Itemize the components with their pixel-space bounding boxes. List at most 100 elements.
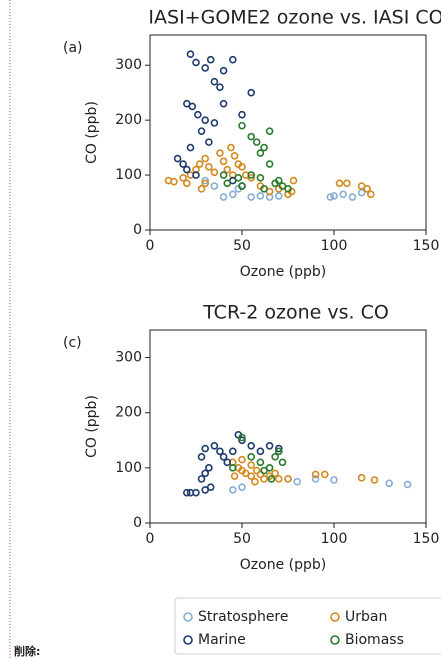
y-tick-label: 300 xyxy=(115,350,142,366)
point xyxy=(267,475,276,483)
legend-label: Stratosphere xyxy=(198,609,289,625)
x-tick-label: 50 xyxy=(233,238,251,254)
point xyxy=(385,479,394,488)
point xyxy=(186,143,195,152)
x-tick-label: 0 xyxy=(146,238,155,254)
x-tick-label: 0 xyxy=(146,531,155,547)
point xyxy=(252,138,261,146)
point xyxy=(311,475,320,483)
point xyxy=(219,99,228,108)
point xyxy=(330,192,338,200)
point xyxy=(229,464,237,472)
x-tick-label: 100 xyxy=(321,531,348,547)
point xyxy=(197,475,206,483)
point xyxy=(335,179,344,188)
point xyxy=(238,433,246,442)
point xyxy=(219,171,228,179)
point xyxy=(194,110,202,119)
point xyxy=(403,480,412,489)
legend-marker xyxy=(330,635,340,645)
point xyxy=(192,171,200,179)
point xyxy=(357,473,366,482)
point xyxy=(238,436,246,445)
point xyxy=(210,441,219,450)
point xyxy=(238,163,246,171)
x-axis-label: Ozone (ppb) xyxy=(240,264,326,280)
point xyxy=(192,58,200,67)
point xyxy=(230,472,239,480)
point xyxy=(265,160,274,168)
x-tick-label: 150 xyxy=(413,238,440,254)
point xyxy=(219,66,228,75)
point xyxy=(251,477,259,486)
point xyxy=(293,477,302,486)
point xyxy=(247,132,255,141)
panel-label: (a) xyxy=(63,40,83,56)
point xyxy=(183,179,191,188)
y-tick-label: 200 xyxy=(115,405,142,421)
point xyxy=(216,83,224,91)
point xyxy=(265,127,274,135)
x-tick-label: 150 xyxy=(413,531,440,547)
point xyxy=(210,182,219,190)
y-tick-label: 0 xyxy=(133,222,142,238)
point xyxy=(205,163,213,171)
x-axis-label: Ozone (ppb) xyxy=(240,557,326,573)
point xyxy=(223,179,232,188)
point xyxy=(201,176,209,185)
legend-box xyxy=(174,597,441,655)
point xyxy=(284,185,292,193)
point xyxy=(274,444,283,453)
legend-label: Marine xyxy=(198,632,246,648)
point xyxy=(234,174,243,182)
point xyxy=(229,190,237,199)
point xyxy=(326,193,335,201)
point xyxy=(274,475,283,483)
point xyxy=(366,190,375,199)
legend-marker xyxy=(330,612,340,622)
point xyxy=(247,461,255,469)
y-tick-label: 100 xyxy=(115,460,142,476)
x-tick-label: 100 xyxy=(321,238,348,254)
y-axis-label: CO (ppb) xyxy=(84,101,100,164)
point xyxy=(230,152,239,160)
point xyxy=(238,455,246,464)
point xyxy=(210,77,219,86)
point xyxy=(219,193,228,201)
point xyxy=(348,193,357,201)
point xyxy=(247,453,255,461)
chart-title: TCR-2 ozone vs. CO xyxy=(202,302,389,324)
point xyxy=(247,472,255,480)
note: 削除: xyxy=(14,644,40,658)
point xyxy=(201,64,209,72)
legend-marker xyxy=(183,612,193,622)
x-tick-label: 50 xyxy=(233,531,251,547)
point xyxy=(188,102,197,111)
point xyxy=(256,192,265,200)
point xyxy=(179,160,187,168)
point xyxy=(238,182,246,190)
point xyxy=(247,171,255,179)
point xyxy=(223,458,232,467)
point xyxy=(229,55,237,64)
point xyxy=(201,116,209,124)
point xyxy=(216,447,224,456)
point xyxy=(265,441,274,450)
y-tick-label: 0 xyxy=(133,515,142,531)
point xyxy=(205,138,213,146)
y-tick-label: 300 xyxy=(115,57,142,73)
point xyxy=(210,119,219,127)
point xyxy=(260,466,268,475)
point xyxy=(271,179,279,188)
point xyxy=(201,469,209,478)
point xyxy=(201,154,209,163)
point xyxy=(216,149,224,157)
point xyxy=(179,174,187,182)
point xyxy=(370,476,379,484)
point xyxy=(247,174,255,182)
point xyxy=(238,121,246,130)
point xyxy=(205,464,213,472)
point xyxy=(183,488,191,497)
